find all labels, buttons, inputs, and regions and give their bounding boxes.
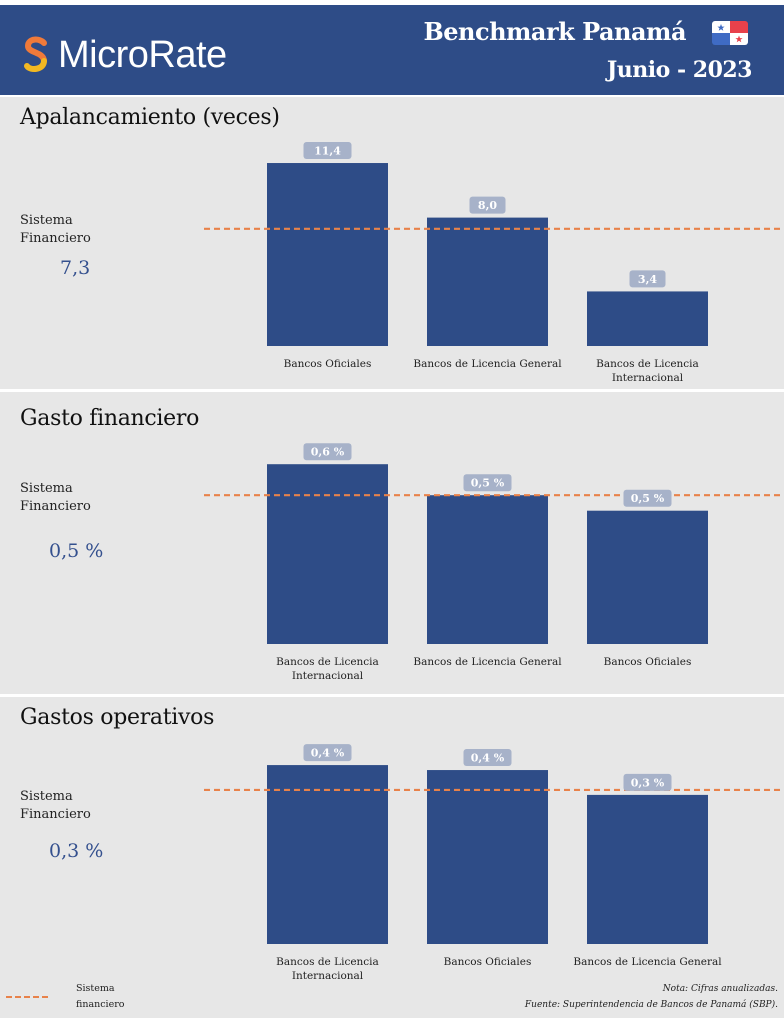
microrate-s-icon <box>24 36 47 72</box>
value-label-bg <box>623 489 672 507</box>
report-date: Junio - 2023 <box>606 57 753 83</box>
category-label: Bancos de Licencia General <box>573 956 722 968</box>
header-banner: MicroRate Benchmark Panamá Junio - 2023 <box>0 5 784 95</box>
footer-notes: Nota: Cifras anualizadas. Fuente: Superi… <box>525 981 778 1013</box>
system-value: 7,3 <box>60 257 91 279</box>
chart-svg: 11,4 8,0 3,4 Bancos Oficiales Bancos de Lice… <box>204 142 784 384</box>
source-text: Fuente: Superintendencia de Bancos de Pa… <box>524 1000 778 1010</box>
value-label-bg <box>629 270 666 288</box>
value-label: 0,5 % <box>471 477 505 490</box>
system-value: 0,3 % <box>49 840 104 862</box>
value-label: 11,4 <box>314 145 341 158</box>
system-label-line2: Financiero <box>20 807 91 822</box>
value-label-bg <box>623 773 672 791</box>
value-label: 8,0 <box>478 199 497 212</box>
value-label: 0,6 % <box>311 446 345 459</box>
legend-label-line1: Sistema <box>76 983 115 994</box>
report-title: Benchmark Panamá <box>423 17 686 46</box>
value-label: 0,4 % <box>311 747 345 760</box>
panama-flag-icon <box>712 21 748 45</box>
category-label: Internacional <box>612 372 684 384</box>
category-label: Bancos Oficiales <box>444 956 532 968</box>
bar <box>267 163 388 346</box>
value-label: 0,5 % <box>631 492 665 505</box>
legend-label-line2: financiero <box>76 999 125 1010</box>
bar <box>427 495 548 644</box>
section-title: Gasto financiero <box>20 406 200 431</box>
chart-svg: 0,6 % 0,5 % 0,5 % Bancos de Licencia Interna… <box>204 443 784 682</box>
value-label-bg <box>303 443 352 461</box>
value-label: 0,3 % <box>631 776 665 789</box>
category-label: Bancos de Licencia <box>596 358 699 370</box>
section-apalancamiento: Apalancamiento (veces) Sistema Financier… <box>0 97 784 389</box>
category-label: Bancos de Licencia <box>276 656 379 668</box>
value-label-bg <box>463 474 512 492</box>
bar <box>267 464 388 644</box>
system-label-line1: Sistema <box>20 213 73 228</box>
category-label: Internacional <box>292 970 364 982</box>
section-gasto-financiero: Gasto financiero Sistema Financiero 0,5 … <box>0 392 784 694</box>
category-label: Bancos de Licencia General <box>413 358 562 370</box>
category-label: Bancos Oficiales <box>604 656 692 668</box>
category-label: Bancos de Licencia General <box>413 656 562 668</box>
bar <box>267 765 388 944</box>
section-title: Apalancamiento (veces) <box>20 105 280 130</box>
note-text: Nota: Cifras anualizadas. <box>662 984 778 994</box>
microrate-logo: MicroRate <box>22 35 227 75</box>
bar <box>427 217 548 346</box>
legend-label: Sistema financiero <box>76 981 124 1013</box>
value-label: 3,4 <box>638 273 657 286</box>
value-label-bg <box>303 744 352 762</box>
value-label-bg <box>463 749 512 767</box>
system-label: Sistema Financiero <box>20 788 91 824</box>
bar <box>587 794 708 944</box>
section-gastos-operativos: Gastos operativos Sistema Financiero 0,3… <box>0 697 784 1018</box>
system-label: Sistema Financiero <box>20 480 91 516</box>
category-label: Internacional <box>292 670 364 682</box>
brand-name: MicroRate <box>58 34 227 76</box>
chart-svg: 0,4 % 0,4 % 0,3 % Bancos de Licencia Interna… <box>204 744 784 982</box>
section-title: Gastos operativos <box>20 705 215 730</box>
value-label-bg <box>469 196 506 214</box>
system-label-line2: Financiero <box>20 499 91 514</box>
value-label: 0,4 % <box>471 752 505 765</box>
bar <box>587 510 708 644</box>
system-label-line1: Sistema <box>20 481 73 496</box>
bar <box>427 770 548 944</box>
system-value: 0,5 % <box>49 540 104 562</box>
value-label-bg <box>303 142 352 160</box>
bar <box>587 291 708 346</box>
system-label-line1: Sistema <box>20 789 73 804</box>
category-label: Bancos Oficiales <box>284 358 372 370</box>
category-label: Bancos de Licencia <box>276 956 379 968</box>
system-label-line2: Financiero <box>20 231 91 246</box>
legend-dashed-line-icon <box>6 996 48 998</box>
system-label: Sistema Financiero <box>20 212 91 248</box>
